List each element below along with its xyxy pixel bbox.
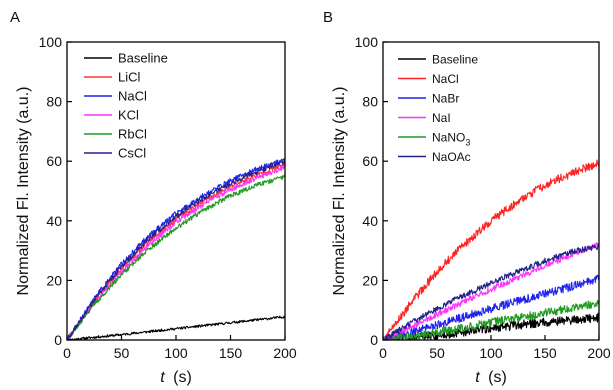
panel-a-y-tick-label-4: 80: [46, 94, 62, 110]
panel-a-series-lines: [66, 158, 286, 341]
panel-b-legend-label-nacl: NaCl: [432, 72, 459, 86]
panel-a-x-axis-var: t: [160, 369, 165, 386]
panel-b-legend-label-baseline: Baseline: [432, 53, 478, 67]
panel-b-ticks: 0 50 100 150 200 0 20 40 60 80 100: [355, 34, 611, 361]
panel-b-legend: Baseline NaCl NaBr NaI NaNO3 NaOAc: [398, 53, 478, 164]
panel-b-y-tick-label-4: 80: [362, 94, 378, 110]
panel-b-legend-label-nai: NaI: [432, 111, 451, 125]
panel-b: B 0 50 100 150 200 0 20 40 60 80 100 Baseline NaCl N…: [323, 9, 611, 386]
panel-a-series-line-rbcl: [66, 174, 286, 341]
panel-a-legend-label-baseline: Baseline: [118, 51, 168, 66]
panel-b-y-tick-label-2: 40: [362, 213, 378, 229]
panel-a-series-line-kcl: [66, 165, 286, 341]
panel-b-y-tick-label-0: 0: [370, 332, 378, 348]
panel-b-y-axis-label: Normalized Fl. Intensity (a.u.): [331, 87, 348, 296]
panel-a-y-axis-label: Normalized Fl. Intensity (a.u.): [15, 87, 32, 296]
panel-a-x-tick-label-4: 200: [273, 345, 297, 361]
panel-a-plot-frame: [66, 41, 286, 341]
panel-a-legend-label-cscl: CsCl: [118, 146, 146, 161]
panel-b-x-tick-label-0: 0: [379, 345, 387, 361]
panel-a-series-line-baseline: [66, 315, 286, 341]
panel-a-legend: Baseline LiCl NaCl KCl RbCl CsCl: [84, 51, 168, 161]
panel-b-series-line-nano3: [382, 300, 600, 341]
panel-a-x-tick-label-0: 0: [63, 345, 71, 361]
panel-b-x-axis-label: t (s): [475, 369, 507, 386]
panel-b-legend-label-nano3: NaNO3: [432, 131, 470, 148]
panel-b-x-tick-label-4: 200: [587, 345, 611, 361]
panel-a-legend-label-rbcl: RbCl: [118, 127, 147, 142]
panel-a-legend-label-kcl: KCl: [118, 108, 139, 123]
panel-b-y-tick-label-1: 20: [362, 272, 378, 288]
panel-b-series-line-nai: [382, 242, 600, 341]
panel-a-ticks: 0 50 100 150 200 0 20 40 60 80 100: [39, 34, 297, 361]
panel-b-letter: B: [323, 9, 333, 26]
panel-a-y-tick-label-3: 60: [46, 153, 62, 169]
panel-a-legend-label-licl: LiCl: [118, 70, 141, 85]
panel-b-x-axis-var: t: [475, 369, 480, 386]
panel-a-x-axis-unit: (s): [173, 369, 192, 386]
panel-a-y-tick-label-2: 40: [46, 213, 62, 229]
panel-b-x-tick-label-2: 100: [479, 345, 503, 361]
panel-b-series-line-baseline: [382, 312, 600, 341]
panel-a-x-tick-label-1: 50: [114, 345, 130, 361]
panel-a-y-tick-label-1: 20: [46, 272, 62, 288]
panel-a-x-tick-label-2: 100: [164, 345, 188, 361]
panel-a-series-line-cscl: [66, 158, 286, 341]
panel-a-y-tick-label-0: 0: [54, 332, 62, 348]
panel-a-x-axis-label: t (s): [160, 369, 192, 386]
panel-a-x-tick-label-3: 150: [219, 345, 243, 361]
panel-b-x-tick-label-1: 50: [429, 345, 445, 361]
panel-b-legend-label-nabr: NaBr: [432, 92, 459, 106]
panel-b-y-tick-label-5: 100: [355, 34, 379, 50]
panel-a-letter: A: [10, 9, 20, 26]
panel-b-legend-label-naoac: NaOAc: [432, 150, 471, 164]
panel-b-legend-label-subscript: 3: [465, 138, 470, 148]
panel-b-series-line-naoac: [382, 243, 600, 341]
panel-b-legend-label-main: NaNO: [432, 131, 465, 145]
panel-a-legend-label-nacl: NaCl: [118, 89, 147, 104]
panel-b-series-line-nacl: [382, 159, 600, 341]
panel-b-series-lines: [382, 159, 600, 341]
panel-a-series-line-licl: [66, 161, 286, 341]
panel-b-series-line-nabr: [382, 274, 600, 341]
panel-b-y-tick-label-3: 60: [362, 153, 378, 169]
panel-a-y-tick-label-5: 100: [39, 34, 63, 50]
panel-b-x-tick-label-3: 150: [533, 345, 557, 361]
panel-a: A 0 50 100 150 200 0 20 40 60 80 100 Baseline LiCl N…: [10, 9, 297, 386]
panel-b-x-axis-unit: (s): [488, 369, 507, 386]
